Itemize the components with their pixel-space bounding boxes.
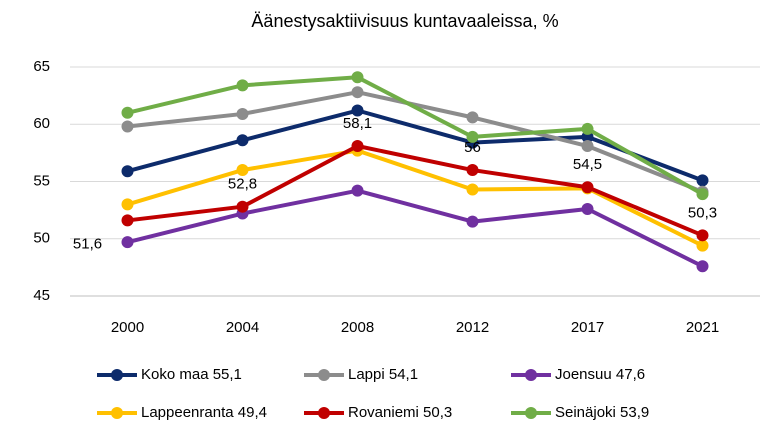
data-point [466,215,479,228]
data-point [581,122,594,135]
data-point [121,198,134,211]
data-point [236,134,249,147]
data-point [236,200,249,213]
series-line [127,75,704,196]
data-point [696,239,709,252]
data-point [236,164,249,177]
data-point [581,202,594,215]
x-tick-label: 2017 [571,319,604,336]
data-point [121,120,134,133]
legend-label: Rovaniemi 50,3 [348,404,452,421]
legend-label: Joensuu 47,6 [555,366,645,383]
legend-label: Lappi 54,1 [348,366,418,383]
data-point [121,106,134,119]
series-line [126,148,704,248]
data-label: 51,6 [73,235,102,252]
data-point [466,111,479,124]
data-label: 52,8 [228,176,257,193]
y-tick-label: 60 [33,115,50,132]
data-point [696,174,709,187]
data-point [696,188,709,201]
series-line [127,188,704,269]
data-point [696,229,709,242]
x-tick-label: 2021 [686,319,719,336]
data-point [581,140,594,153]
data-point [351,71,364,84]
series-line [127,90,704,194]
y-tick-label: 55 [33,172,50,189]
data-label: 58,1 [343,115,372,132]
data-point [121,236,134,249]
data-label: 54,5 [573,156,602,173]
series-line [127,144,704,238]
data-point [351,140,364,153]
legend-marker [111,369,123,381]
legend-label: Seinäjoki 53,9 [555,404,649,421]
chart-title: Äänestysaktiivisuus kuntavaaleissa, % [251,11,558,31]
data-point [121,214,134,227]
data-point [466,183,479,196]
x-tick-label: 2000 [111,319,144,336]
data-point [351,184,364,197]
data-point [351,86,364,99]
data-point [466,164,479,177]
data-point [236,107,249,120]
y-tick-label: 65 [33,58,50,75]
data-point [121,165,134,178]
y-tick-label: 50 [33,230,50,247]
x-tick-label: 2012 [456,319,489,336]
legend-label: Koko maa 55,1 [141,366,242,383]
data-label: 50,3 [688,204,717,221]
data-point [466,130,479,143]
data-point [236,79,249,92]
legend-marker [318,407,330,419]
y-tick-label: 45 [33,287,50,304]
legend-marker [525,407,537,419]
legend-marker [111,407,123,419]
x-tick-label: 2008 [341,319,374,336]
legend-marker [318,369,330,381]
series-line [126,108,704,183]
data-point [581,181,594,194]
legend-marker [525,369,537,381]
x-tick-label: 2004 [226,319,259,336]
legend-label: Lappeenranta 49,4 [141,404,267,421]
data-point [351,104,364,117]
data-point [696,260,709,273]
data-label: 56 [464,139,481,156]
